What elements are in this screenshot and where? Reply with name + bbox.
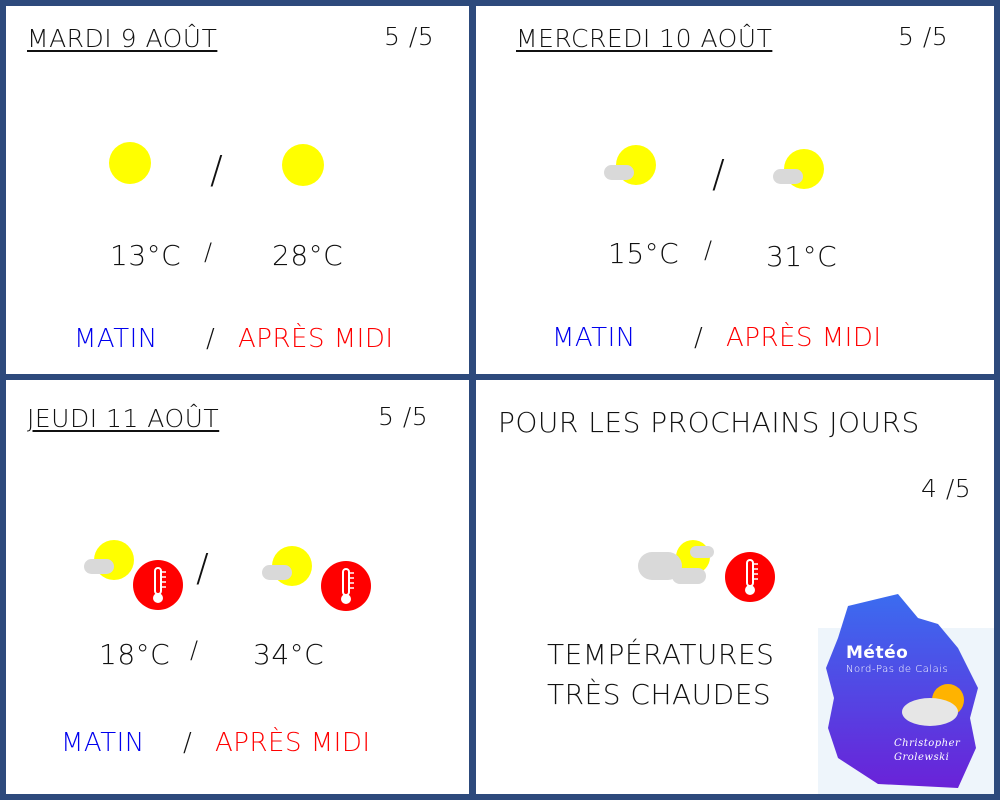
outlook-line-2: TRÈS CHAUDES [547,678,772,711]
outlook-line-1: TEMPÉRATURES [547,638,775,671]
logo-subtitle: Nord-Pas de Calais [846,664,949,675]
logo-author-1: Christopher [894,738,961,749]
separator: / [712,152,726,196]
logo-author-2: Grolewski [894,752,950,763]
separator: / [210,148,224,192]
score: 5 /5 [898,22,949,51]
temp-afternoon: 28°C [272,239,344,272]
label-morning: MATIN [552,323,636,353]
separator: / [183,728,193,758]
score: 4 /5 [921,474,972,503]
label-morning: MATIN [74,324,158,354]
separator: / [694,323,704,353]
forecast-panel-wednesday: MERCREDI 10 AOÛT 5 /5 / 15°C / 31°C MATI… [476,6,994,374]
forecast-panel-tuesday: MARDI 9 AOÛT 5 /5 / 13°C / 28°C MATIN / … [6,6,469,374]
separator: / [190,636,199,664]
temp-morning: 18°C [99,638,171,671]
sun-icon [109,142,151,184]
thermometer-hot-icon [133,560,183,610]
score: 5 /5 [384,22,435,51]
forecast-panel-thursday: JEUDI 11 AOÛT 5 /5 / 18°C / 34°C MATIN /… [6,380,469,794]
temp-morning: 15°C [608,237,680,270]
separator: / [704,236,713,264]
temp-afternoon: 34°C [253,638,325,671]
separator: / [196,546,210,590]
outlook-panel: POUR LES PROCHAINS JOURS 4 /5 TEMPÉRATUR… [476,380,994,794]
label-afternoon: APRÈS MIDI [215,728,371,758]
meteo-logo: Météo Nord-Pas de Calais Christopher Gro… [818,588,994,794]
outlook-title: POUR LES PROCHAINS JOURS [498,406,920,439]
score: 5 /5 [378,402,429,431]
temp-morning: 13°C [110,239,182,272]
separator: / [204,238,213,266]
label-afternoon: APRÈS MIDI [238,324,394,354]
date-title: MARDI 9 AOÛT [27,24,218,53]
thermometer-hot-icon [321,561,371,611]
separator: / [206,324,216,354]
label-morning: MATIN [61,728,145,758]
logo-title: Météo [846,643,909,663]
date-title: MERCREDI 10 AOÛT [516,24,773,53]
date-title: JEUDI 11 AOÛT [27,404,220,433]
temp-afternoon: 31°C [766,240,838,273]
sun-icon [282,144,324,186]
label-afternoon: APRÈS MIDI [726,323,882,353]
